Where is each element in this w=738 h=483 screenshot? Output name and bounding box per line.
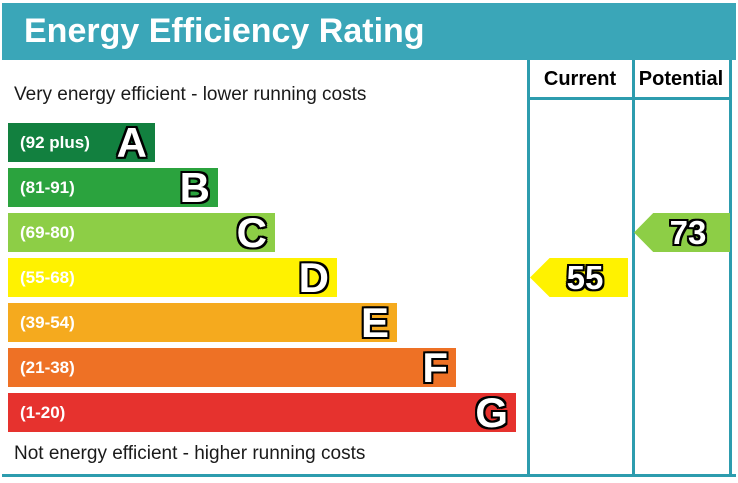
chart-bottom-border (2, 474, 736, 477)
band-G: (1-20) G (8, 388, 516, 436)
band-range-label: (39-54) (20, 313, 75, 332)
band-letter: B (179, 163, 210, 211)
band-letter: E (360, 298, 389, 346)
band-letter: D (298, 253, 329, 301)
band-letter: A (116, 118, 147, 166)
column-header-current: Current (543, 68, 617, 90)
band-B: (81-91) B (8, 163, 218, 211)
potential-rating-value: 73 (669, 214, 707, 251)
table-divider-middle (632, 60, 635, 477)
band-C: (69-80) C (8, 208, 275, 256)
band-E: (39-54) E (8, 298, 397, 346)
caption-efficient: Very energy efficient - lower running co… (14, 84, 367, 105)
band-range-label: (21-38) (20, 358, 75, 377)
band-range-label: (55-68) (20, 268, 75, 287)
band-letter: G (475, 388, 508, 436)
table-divider-left (527, 60, 530, 477)
potential-rating-arrow: 73 (634, 213, 730, 252)
table-header-separator (527, 97, 732, 100)
band-D: (55-68) D (8, 253, 337, 301)
caption-inefficient: Not energy efficient - higher running co… (14, 443, 366, 464)
band-letter: C (236, 208, 267, 256)
current-rating-value: 55 (566, 259, 604, 296)
current-rating-arrow: 55 (530, 258, 628, 297)
band-range-label: (81-91) (20, 178, 75, 197)
column-header-potential: Potential (638, 68, 724, 90)
table-divider-right (729, 60, 732, 477)
band-range-label: (69-80) (20, 223, 75, 242)
chart-title: Energy Efficiency Rating (24, 12, 425, 50)
band-A: (92 plus) A (8, 118, 155, 166)
band-range-label: (92 plus) (20, 133, 90, 152)
band-range-label: (1-20) (20, 403, 66, 422)
band-letter: F (422, 343, 448, 391)
chart-title-banner: Energy Efficiency Rating (2, 3, 736, 60)
band-F: (21-38) F (8, 343, 456, 391)
